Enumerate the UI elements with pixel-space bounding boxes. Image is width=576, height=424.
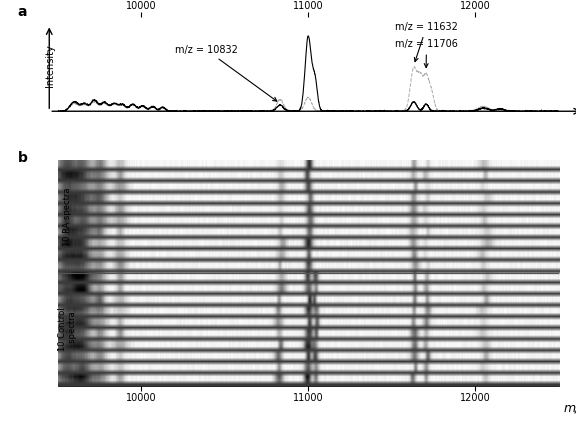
Text: m/z = 11706: m/z = 11706 [395,39,458,67]
Text: m/z: m/z [564,402,576,415]
Text: 10 RA spectra: 10 RA spectra [63,187,72,246]
Y-axis label: Intensity: Intensity [45,45,55,87]
Text: a: a [17,5,27,19]
Text: m/z = 10832: m/z = 10832 [175,45,277,101]
Text: b: b [17,151,28,165]
Text: m/z = 11632: m/z = 11632 [395,22,458,61]
Text: 10 Control
  spectra: 10 Control spectra [58,308,77,351]
